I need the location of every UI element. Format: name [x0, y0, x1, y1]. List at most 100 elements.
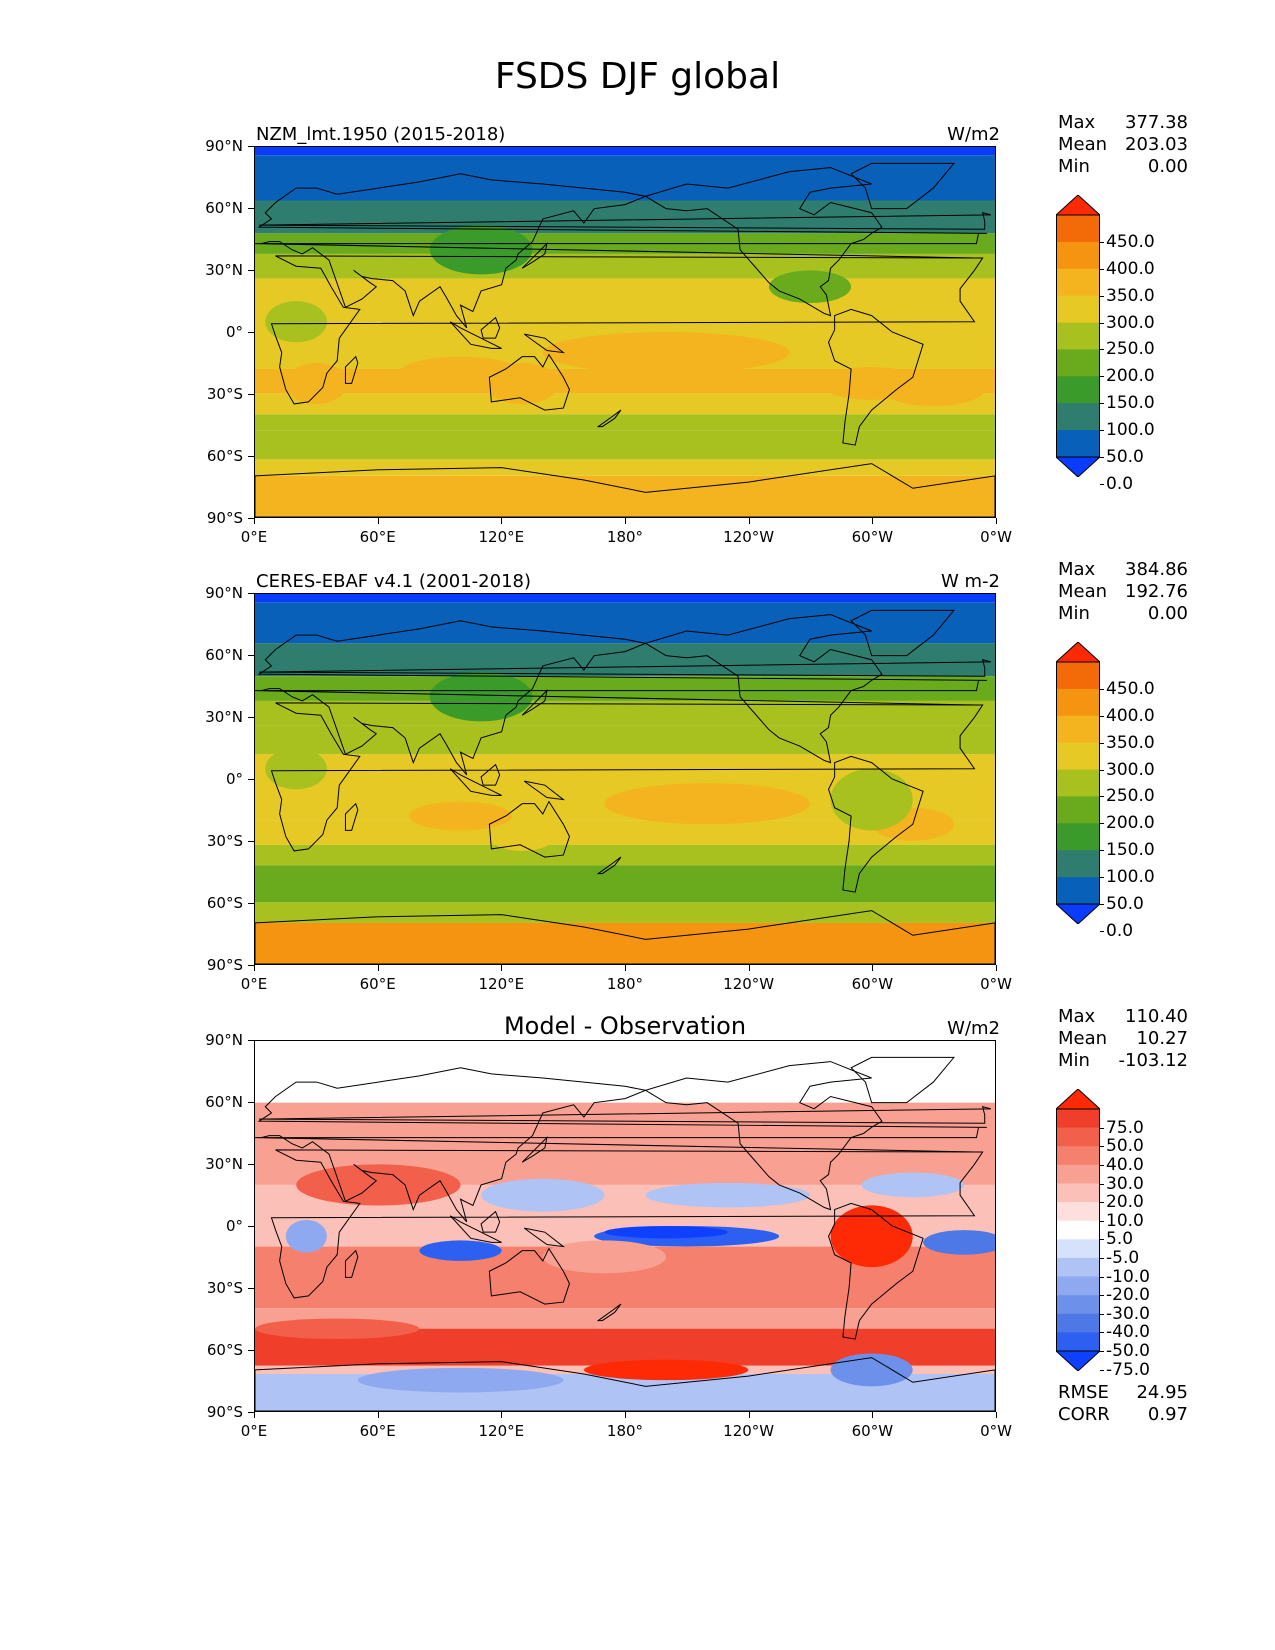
coastline — [488, 800, 570, 858]
y-tick-mark — [248, 779, 254, 780]
x-tick-mark — [748, 518, 750, 524]
y-tick-label: 0° — [225, 323, 243, 341]
stat-max-value: 384.86 — [1125, 559, 1188, 580]
colorbar-tick-label: 150.0 — [1106, 393, 1155, 414]
colorbar-tick-mark — [1100, 1332, 1104, 1334]
y-tick-mark — [248, 394, 254, 395]
colorbar — [1054, 641, 1102, 925]
colorbar-segment — [1056, 349, 1100, 377]
stat-min-label: Min — [1058, 156, 1090, 177]
field-blob — [583, 1359, 749, 1381]
colorbar-tick-mark — [1100, 1351, 1104, 1352]
field-blob — [357, 1367, 564, 1393]
field-band — [255, 594, 995, 603]
x-tick-label: 0°E — [240, 1422, 268, 1440]
field-band — [255, 643, 995, 677]
x-tick-mark — [625, 965, 626, 971]
stat-mean-label: Mean — [1058, 1028, 1108, 1049]
colorbar-tick-label: 75.0 — [1106, 1117, 1144, 1138]
colorbar-tick-mark — [1100, 850, 1104, 852]
colorbar-tick-label: 200.0 — [1106, 366, 1155, 387]
colorbar-tick-label: 5.0 — [1106, 1229, 1134, 1250]
x-tick-label: 120°E — [478, 1422, 525, 1440]
y-tick-label: 90°S — [206, 956, 243, 974]
coastline — [521, 242, 548, 269]
coastline — [644, 614, 883, 764]
stat-mean-value: 10.27 — [1136, 1028, 1188, 1049]
colorbar-tick-mark — [1100, 742, 1104, 744]
field-blob — [830, 1353, 913, 1387]
coastline — [480, 1210, 501, 1233]
field-band — [255, 865, 995, 903]
coastline — [828, 1202, 924, 1340]
y-tick-mark — [248, 655, 254, 656]
map-plot[interactable] — [254, 593, 996, 965]
colorbar-tick-mark — [1100, 1239, 1104, 1241]
x-tick-label: 120°W — [723, 1422, 775, 1440]
field-band — [255, 602, 995, 644]
x-tick-label: 60°E — [359, 975, 396, 993]
colorbar-tick-label: 400.0 — [1106, 258, 1155, 279]
colorbar-segment — [1056, 215, 1100, 243]
field-blob — [861, 1172, 965, 1198]
x-tick-mark — [377, 965, 379, 971]
colorbar-tick-mark — [1100, 268, 1104, 270]
colorbar-extend-min — [1054, 1350, 1102, 1372]
stats-block: Max 110.40 Mean 10.27 Min -103.12 — [1058, 1006, 1188, 1072]
colorbar — [1054, 194, 1102, 478]
x-tick-mark — [501, 1412, 503, 1418]
colorbar-tick-mark — [1100, 295, 1104, 297]
field-blob — [419, 1240, 502, 1261]
colorbar-tick-label: -30.0 — [1106, 1303, 1150, 1324]
colorbar-segment — [1056, 1164, 1100, 1184]
field-blob — [604, 783, 810, 825]
y-tick-label: 60°N — [205, 199, 243, 217]
x-tick-mark — [996, 518, 997, 524]
y-tick-mark — [248, 593, 254, 594]
field-blob — [296, 1164, 461, 1206]
x-tick-mark — [377, 1412, 379, 1418]
colorbar-tick-label: 100.0 — [1106, 420, 1155, 441]
y-tick-mark — [248, 208, 254, 209]
map-plot[interactable] — [254, 146, 996, 518]
colorbar-segment — [1056, 662, 1100, 690]
x-tick-label: 60°E — [359, 1422, 396, 1440]
colorbar-segment — [1056, 322, 1100, 350]
coastline — [449, 768, 502, 796]
coastline — [344, 802, 359, 831]
coastline — [828, 755, 924, 893]
field-band — [255, 155, 995, 201]
colorbar-tick-mark — [1100, 1202, 1104, 1204]
field-blob — [923, 1230, 995, 1255]
field-blob — [255, 1318, 420, 1339]
x-tick-label: 60°W — [851, 1422, 894, 1440]
field-band — [255, 278, 995, 312]
coastline — [255, 173, 987, 329]
x-tick-label: 60°W — [851, 528, 894, 546]
colorbar-extend-max — [1054, 1088, 1102, 1110]
colorbar-tick-mark — [1100, 1146, 1104, 1148]
map-plot[interactable] — [254, 1040, 996, 1412]
colorbar-tick-label: 350.0 — [1106, 285, 1155, 306]
y-tick-label: 60°S — [206, 1341, 243, 1359]
colorbar-tick-mark — [1100, 1164, 1104, 1166]
stat-max-label: Max — [1058, 559, 1096, 580]
x-tick-label: 0°W — [980, 1422, 1012, 1440]
colorbar-segment — [1056, 268, 1100, 297]
stats-block: Max 377.38 Mean 203.03 Min 0.00 — [1058, 112, 1188, 178]
colorbar-tick-mark — [1100, 688, 1104, 690]
coastline — [850, 609, 955, 657]
x-tick-label: 0°W — [980, 975, 1012, 993]
field-blob — [768, 270, 852, 304]
colorbar-segment — [1056, 877, 1100, 905]
coastline — [488, 353, 570, 411]
y-tick-mark — [248, 518, 254, 519]
colorbar-segment — [1056, 241, 1100, 270]
colorbar-tick-label: 450.0 — [1106, 678, 1155, 699]
colorbar-tick-label: 400.0 — [1106, 705, 1155, 726]
y-tick-mark — [248, 903, 254, 904]
x-tick-label: 120°E — [478, 528, 525, 546]
x-tick-mark — [254, 1412, 255, 1418]
x-tick-mark — [996, 1412, 997, 1418]
colorbar-segment — [1056, 715, 1100, 744]
